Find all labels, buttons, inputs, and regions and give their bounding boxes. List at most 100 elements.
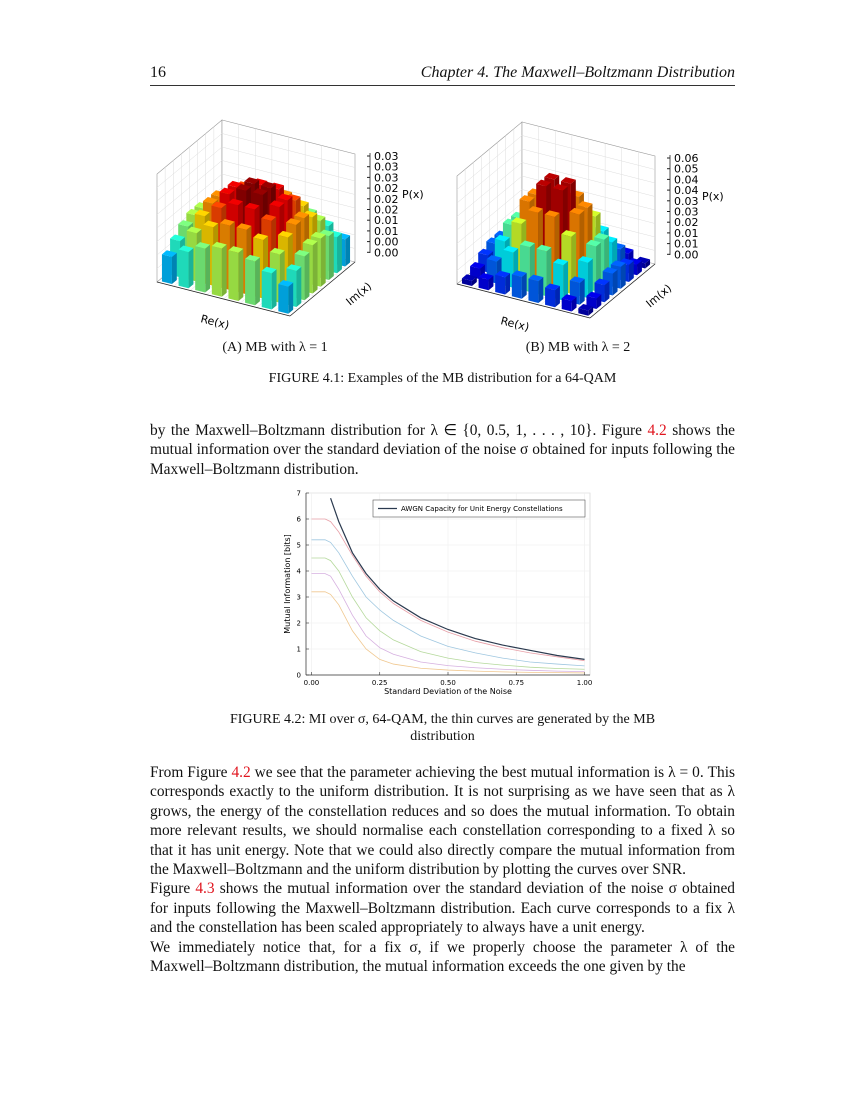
z-tick-label: 0.02 [374, 193, 399, 206]
bar-side [228, 250, 239, 302]
chapter-title: Chapter 4. The Maxwell–Boltzmann Distrib… [420, 64, 735, 81]
y-tick-label: 6 [297, 516, 302, 524]
z-tick-label: 0.00 [374, 236, 399, 249]
z-tick-label: 0.01 [374, 225, 399, 238]
figure-ref[interactable]: 4.2 [647, 422, 667, 439]
figure-ref[interactable]: 4.2 [231, 764, 251, 781]
bar-top [186, 226, 202, 234]
bar-side [328, 232, 334, 281]
text: shows the mutual information over the st… [150, 422, 735, 478]
legend-label: AWGN Capacity for Unit Energy Constellat… [401, 505, 563, 513]
bar-top [260, 181, 276, 189]
bar-top [494, 234, 510, 242]
grid-line [521, 135, 656, 170]
y-tick-label: 5 [297, 542, 301, 550]
bar-side [161, 254, 172, 285]
bar-top [310, 231, 326, 239]
bar-side [545, 287, 556, 308]
bar-top [203, 220, 219, 228]
bar-side [271, 269, 277, 310]
y-axis-label: Im(x) [644, 282, 675, 311]
bar-top [211, 241, 227, 249]
mb-line [311, 591, 585, 674]
grid-line [156, 160, 223, 215]
bar-side [320, 234, 326, 287]
z-tick-label: 0.02 [374, 204, 399, 217]
z-tick-label: 0.01 [374, 214, 399, 227]
bar-top [478, 273, 494, 280]
bar-top [170, 234, 185, 242]
bar-top [236, 223, 252, 230]
bar-top [470, 262, 485, 269]
mb-line [311, 518, 585, 662]
grid-line [456, 148, 523, 204]
bar-top [286, 218, 301, 225]
bar-side [288, 282, 294, 314]
grid-line [156, 146, 223, 202]
bar-top [577, 256, 593, 263]
legend-box [372, 499, 586, 518]
bar-side [495, 274, 506, 295]
z-tick-label: 0.03 [374, 161, 399, 174]
figure-4-2: 0 1 2 3 4 5 6 7 0.00 0.25 0.50 0.75 1.00 Standard Dev… [283, 490, 592, 697]
z-tick-label: 0.03 [374, 150, 399, 163]
bar-top [252, 188, 268, 195]
bar-top [245, 254, 260, 262]
figure-caption: FIGURE 4.1: Examples of the MB distribut… [268, 371, 617, 386]
y-tick-label: 1 [297, 646, 301, 654]
bar-side [188, 248, 194, 289]
bar-top [528, 274, 544, 282]
bar-top [519, 240, 535, 248]
bar-side [304, 252, 310, 301]
bar-side [620, 262, 626, 289]
mb-line [311, 539, 585, 667]
x-tick-label: 0.25 [372, 679, 388, 687]
bar-top [294, 211, 310, 219]
bar-top [244, 202, 260, 210]
bar-side [561, 298, 572, 312]
bar-top [244, 177, 260, 184]
bar-side [312, 241, 318, 294]
bar-side [488, 275, 494, 291]
bar-top [560, 177, 576, 184]
bar-top [161, 250, 177, 257]
bar-side [245, 258, 256, 306]
bar-top [227, 180, 243, 188]
grid-line [456, 162, 523, 217]
bar-side [579, 278, 585, 305]
axis-line [289, 261, 356, 317]
bar-top [461, 274, 477, 281]
z-tick-label: 0.06 [674, 152, 699, 165]
y-axis-label: Mutual Information [bits] [283, 534, 292, 634]
bar-top [553, 258, 569, 266]
bar-side [278, 284, 289, 314]
bar-side [505, 273, 511, 295]
bar-side [345, 235, 351, 267]
grid-line [156, 133, 223, 188]
grid-line [221, 146, 356, 182]
bar-side [211, 245, 222, 297]
bar-top [594, 233, 610, 240]
bar-side [238, 248, 244, 302]
bar-side [461, 278, 472, 287]
grid-line [221, 133, 356, 168]
bar-top [586, 239, 601, 247]
z-tick-label: 0.03 [374, 171, 399, 184]
bar-side [637, 260, 642, 276]
bar-top [278, 280, 294, 287]
z-tick-label: 0.05 [674, 163, 699, 176]
y-tick-label: 7 [297, 490, 301, 498]
grid-line [456, 175, 523, 231]
bar-top [178, 220, 194, 227]
bar-top [478, 248, 494, 256]
x-axis-label: Standard Deviation of the Noise [384, 687, 512, 696]
bar-top [594, 278, 610, 286]
z-tick-label: 0.02 [674, 216, 699, 229]
bar-side [555, 286, 560, 308]
bar-top [503, 245, 519, 253]
bar-top [528, 206, 543, 213]
text: From Figure [150, 764, 232, 781]
bar-top [511, 270, 527, 277]
figure-ref[interactable]: 4.3 [195, 880, 215, 898]
bar-side [171, 252, 177, 285]
